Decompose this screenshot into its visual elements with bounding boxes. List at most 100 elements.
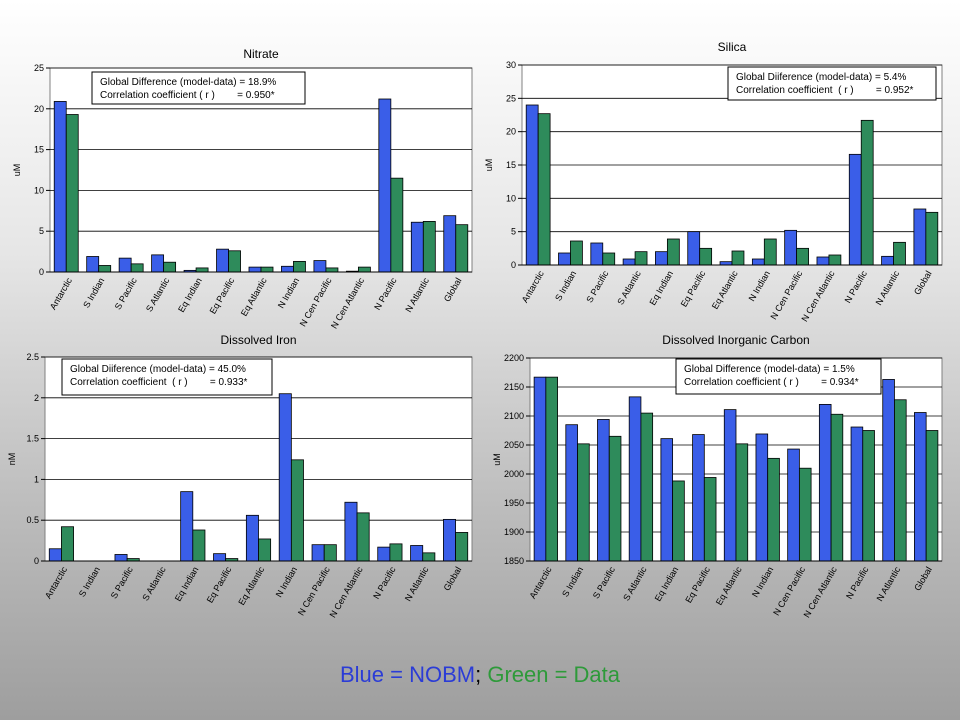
bar-model-s-atlantic bbox=[622, 258, 636, 266]
correlation-coefficient-text: Correlation coefficient ( r ) = 0.933* bbox=[70, 377, 248, 388]
x-tick-label: S Pacific bbox=[584, 269, 610, 305]
bar-data-s-atlantic bbox=[163, 261, 177, 273]
bar-data-n-indian bbox=[767, 457, 780, 562]
x-tick-label: N Atlantic bbox=[403, 276, 431, 314]
y-tick-label: 5 bbox=[39, 226, 44, 236]
y-tick-label: 0 bbox=[34, 556, 39, 566]
bar-model-s-pacific bbox=[118, 257, 132, 273]
x-tick-label: N Atlantic bbox=[875, 565, 903, 603]
y-tick-label: 30 bbox=[506, 60, 516, 70]
x-tick-label: Eq Pacific bbox=[205, 565, 234, 605]
bar-data-eq-indian bbox=[666, 238, 680, 266]
bar-data-n-cen-pacific bbox=[798, 467, 812, 562]
bar-model-n-pacific bbox=[850, 426, 864, 562]
bar-data-n-cen-pacific bbox=[796, 247, 809, 266]
bar-model-antarctic bbox=[533, 376, 547, 562]
x-tick-label: Antarctic bbox=[527, 565, 553, 601]
x-tick-label: Eq Pacific bbox=[679, 269, 708, 309]
stats-box bbox=[61, 358, 273, 396]
legend-data: Green = Data bbox=[487, 662, 621, 687]
bar-model-n-cen-atlantic bbox=[818, 403, 832, 562]
dissolved-iron-chart: Dissolved Iron 0 0.5 1 1.5 2 2.5 nM Antarctic S I… bbox=[7, 333, 473, 619]
bar-model-n-cen-pacific bbox=[311, 544, 325, 562]
bar-data-global bbox=[925, 211, 939, 266]
x-tick-label: N Pacific bbox=[372, 276, 399, 312]
x-tick-label: Global bbox=[442, 565, 464, 593]
bar-model-n-cen-atlantic bbox=[816, 256, 830, 266]
y-tick-label: 1900 bbox=[504, 527, 524, 537]
bar-model-n-pacific bbox=[378, 98, 392, 273]
x-tick-label: S Indian bbox=[81, 276, 106, 310]
x-tick-label: S Atlantic bbox=[144, 276, 172, 314]
bar-model-eq-indian bbox=[655, 251, 668, 266]
bar-model-eq-atlantic bbox=[723, 409, 737, 562]
bar-data-n-atlantic bbox=[422, 221, 436, 273]
bar-data-n-pacific bbox=[860, 119, 874, 266]
bar-data-eq-indian bbox=[192, 529, 206, 562]
bar-data-antarctic bbox=[61, 526, 74, 562]
bar-model-s-pacific bbox=[114, 554, 128, 562]
bar-data-eq-pacific bbox=[699, 247, 713, 266]
global-difference-text: Global Difference (model-data) = 18.9% bbox=[100, 77, 276, 88]
bar-model-n-atlantic bbox=[881, 255, 894, 266]
bar-model-n-cen-pacific bbox=[784, 229, 798, 266]
y-tick-label: 10 bbox=[506, 193, 516, 203]
x-tick-label: Global bbox=[912, 269, 934, 297]
chart-title: Dissolved Inorganic Carbon bbox=[662, 333, 809, 347]
bar-model-n-atlantic bbox=[410, 221, 424, 273]
y-axis-label: uM bbox=[484, 159, 494, 172]
bar-model-s-pacific bbox=[590, 242, 604, 266]
x-tick-label: S Pacific bbox=[113, 276, 139, 312]
bar-data-eq-atlantic bbox=[735, 443, 749, 562]
bar-data-global bbox=[455, 532, 469, 562]
bar-model-n-indian bbox=[278, 393, 292, 562]
bar-data-s-indian bbox=[570, 240, 583, 266]
bar-model-s-atlantic bbox=[628, 396, 642, 562]
x-tick-label: Eq Atlantic bbox=[710, 269, 740, 311]
bar-model-s-pacific bbox=[597, 419, 610, 562]
x-tick-label: N Atlantic bbox=[403, 565, 431, 603]
y-tick-label: 2100 bbox=[504, 411, 524, 421]
x-tick-label: N Indian bbox=[276, 276, 301, 310]
y-tick-label: 0 bbox=[39, 267, 44, 277]
bar-model-global bbox=[443, 518, 456, 562]
bar-data-n-cen-pacific bbox=[323, 544, 337, 562]
bar-data-antarctic bbox=[65, 114, 79, 273]
bar-model-eq-atlantic bbox=[248, 266, 262, 273]
bar-model-eq-indian bbox=[660, 438, 674, 562]
y-tick-label: 2050 bbox=[504, 440, 524, 450]
bar-data-n-atlantic bbox=[894, 399, 907, 562]
bar-data-s-atlantic bbox=[634, 251, 648, 266]
x-tick-label: S Atlantic bbox=[140, 565, 168, 603]
bar-model-n-pacific bbox=[377, 546, 391, 562]
stats-box bbox=[675, 358, 882, 395]
bar-data-eq-indian bbox=[195, 267, 209, 273]
bar-data-s-pacific bbox=[602, 252, 616, 266]
x-tick-label: N Indian bbox=[750, 565, 775, 599]
chart-title: Nitrate bbox=[243, 47, 279, 61]
y-tick-label: 2200 bbox=[504, 353, 524, 363]
bar-data-n-atlantic bbox=[422, 552, 436, 562]
bar-data-global bbox=[455, 224, 469, 273]
bar-data-global bbox=[925, 430, 939, 562]
x-tick-label: N Indian bbox=[274, 565, 299, 599]
y-tick-label: 15 bbox=[34, 145, 44, 155]
x-tick-label: Antarctic bbox=[43, 565, 69, 601]
bar-data-s-indian bbox=[98, 265, 112, 273]
global-difference-text: Global Diiference (model-data) = 45.0% bbox=[70, 364, 246, 375]
x-tick-label: Antarctic bbox=[48, 276, 74, 312]
bar-model-antarctic bbox=[48, 548, 62, 562]
bar-model-n-cen-pacific bbox=[313, 260, 327, 273]
bar-data-n-cen-atlantic bbox=[357, 266, 371, 273]
y-tick-label: 1850 bbox=[504, 556, 524, 566]
x-tick-label: S Atlantic bbox=[621, 565, 649, 603]
bar-data-n-indian bbox=[763, 238, 777, 266]
bar-model-eq-indian bbox=[180, 491, 194, 562]
bar-data-n-cen-pacific bbox=[325, 267, 339, 273]
y-tick-label: 2.5 bbox=[26, 352, 39, 362]
y-tick-label: 20 bbox=[506, 127, 516, 137]
x-tick-label: Eq Indian bbox=[176, 276, 204, 314]
bar-data-n-indian bbox=[293, 260, 306, 273]
y-axis-label: uM bbox=[12, 164, 22, 177]
